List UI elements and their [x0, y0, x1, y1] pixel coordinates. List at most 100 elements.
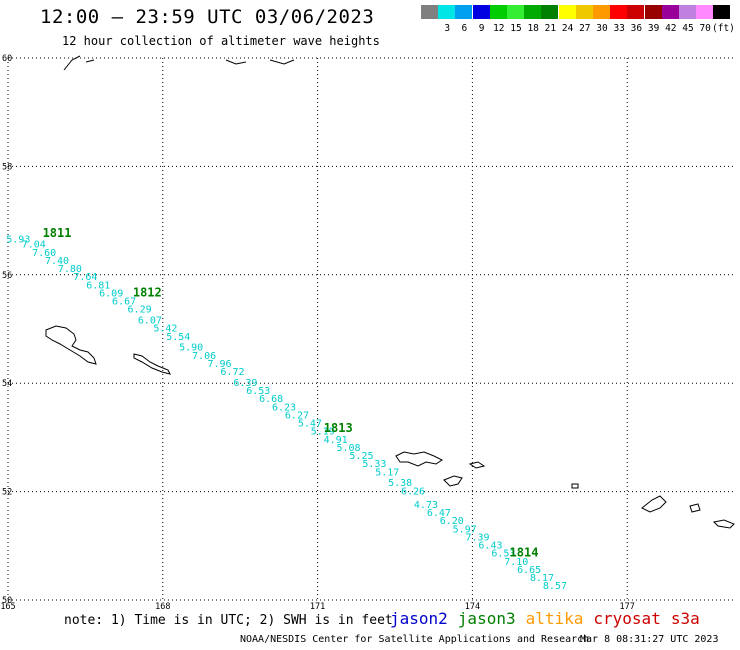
satellite-legend: jason2 jason3 altika cryosat s3a	[390, 609, 710, 628]
swh-value-label: 7.39	[466, 532, 490, 543]
x-tick-label: 168	[155, 602, 170, 610]
swh-value-label: 6.53	[246, 386, 270, 397]
swh-value-label: 6.26	[401, 486, 425, 497]
legend-swatch	[644, 5, 662, 19]
time-label: 1814	[510, 546, 539, 560]
legend-swatch	[679, 5, 696, 19]
coastline-island	[689, 503, 701, 513]
page-subtitle: 12 hour collection of altimeter wave hei…	[62, 34, 380, 48]
swh-value-label: 5.25	[349, 451, 373, 462]
coastline-island	[133, 353, 171, 375]
legend-swatch	[713, 5, 731, 19]
y-tick-label: 58	[2, 162, 12, 172]
swh-value-label: 6.29	[128, 305, 152, 316]
coastline-island	[641, 495, 667, 513]
y-tick-label: 52	[2, 488, 12, 498]
x-tick-label: 177	[620, 602, 635, 610]
legend-swatch	[524, 5, 542, 19]
swh-value-label: 5.17	[375, 467, 399, 478]
swh-value-label: 7.60	[32, 248, 56, 259]
legend-label: 42	[665, 23, 677, 34]
coastline-island	[571, 483, 579, 489]
legend-label: 9	[478, 23, 485, 34]
swh-value-label: 7.96	[208, 359, 232, 370]
x-tick-label: 174	[465, 602, 480, 610]
coastline-island	[45, 325, 97, 365]
footer-note: note: 1) Time is in UTC; 2) SWH is in fe…	[64, 613, 393, 628]
swh-value-label: 5.97	[453, 524, 477, 535]
map-frame	[7, 58, 735, 601]
swh-value-label: 7.10	[504, 557, 528, 568]
legend-swatch	[489, 5, 507, 19]
swh-value-label: 6.47	[427, 508, 451, 519]
swh-value-label: 7.04	[22, 240, 46, 251]
swh-value-label: 6.65	[517, 565, 541, 576]
swh-value-label: 5.38	[388, 478, 412, 489]
swh-value-label: 7.40	[45, 256, 69, 267]
satellite-name: jason3	[457, 609, 516, 628]
coastline-island	[468, 461, 486, 469]
swh-value-label: 6.68	[259, 394, 283, 405]
legend-swatch	[507, 5, 524, 19]
satellite-name: jason2	[390, 609, 448, 628]
swh-value-label: 7.80	[58, 264, 82, 275]
time-label: 1811	[43, 226, 72, 240]
legend-label: 6	[461, 23, 468, 34]
swh-value-label: 6.39	[233, 378, 257, 389]
swh-value-label: 5.19	[311, 427, 335, 438]
map-grid	[7, 57, 735, 601]
time-label: 1813	[324, 421, 353, 435]
legend-label: 27	[579, 23, 591, 34]
legend-label: 21	[544, 23, 557, 34]
swh-value-label: 6.67	[112, 297, 136, 308]
y-tick-label: 54	[2, 379, 12, 389]
swh-value-label: 7.06	[192, 351, 216, 362]
coastlines	[45, 55, 735, 529]
time-label: 1812	[133, 285, 162, 299]
y-tick-label: 56	[2, 271, 12, 281]
legend-label: 24	[561, 23, 574, 34]
legend-swatch	[455, 5, 473, 19]
swh-value-label: 6.23	[272, 402, 296, 413]
coastline-island	[395, 451, 443, 467]
swh-value-label: 5.08	[337, 443, 361, 454]
swh-value-label: 6.20	[440, 516, 464, 527]
legend-swatch	[438, 5, 456, 19]
legend-swatch	[661, 5, 679, 19]
legend-swatch	[575, 5, 593, 19]
legend-swatch	[627, 5, 645, 19]
satellite-name: altika	[525, 609, 584, 628]
legend-label: 39	[647, 23, 660, 34]
swh-value-label: 6.43	[478, 541, 502, 552]
swh-value-label: 5.33	[362, 459, 386, 470]
swh-value-label: 6.53	[491, 549, 515, 560]
time-labels: 1811 1812 1813 1814	[43, 226, 539, 560]
swh-value-label: 6.81	[86, 280, 110, 291]
legend-label: 33	[613, 23, 625, 34]
legend-label: 70	[699, 23, 711, 34]
swh-value-label: 8.17	[530, 573, 554, 584]
legend-label: 36	[630, 23, 643, 34]
swh-point-labels: 5.937.047.607.407.807.646.816.096.676.29…	[6, 234, 567, 592]
swh-value-label: 4.73	[414, 500, 438, 511]
legend-swatch	[421, 5, 438, 19]
legend-label: 45	[682, 23, 694, 34]
generated-timestamp: Mar 8 08:31:27 UTC 2023	[580, 634, 719, 645]
legend-swatch	[593, 5, 610, 19]
coastline-island	[443, 475, 463, 487]
swh-value-label: 6.07	[138, 316, 162, 327]
legend-unit: (ft)	[712, 23, 735, 34]
y-tick-label: 50	[2, 596, 12, 606]
legend-swatch	[472, 5, 490, 19]
legend-label: 30	[596, 23, 608, 34]
coastline-island	[712, 519, 735, 529]
x-tick-label: 165	[0, 602, 15, 610]
legend-label: 18	[527, 23, 539, 34]
coastline-island	[63, 55, 295, 71]
swh-value-label: 5.90	[179, 343, 203, 354]
legend-label: 3	[444, 23, 451, 34]
legend-label: 15	[510, 23, 522, 34]
x-tick-label: 171	[310, 602, 325, 610]
y-tick-label: 60	[2, 54, 12, 64]
swh-value-label: 5.42	[153, 324, 177, 335]
